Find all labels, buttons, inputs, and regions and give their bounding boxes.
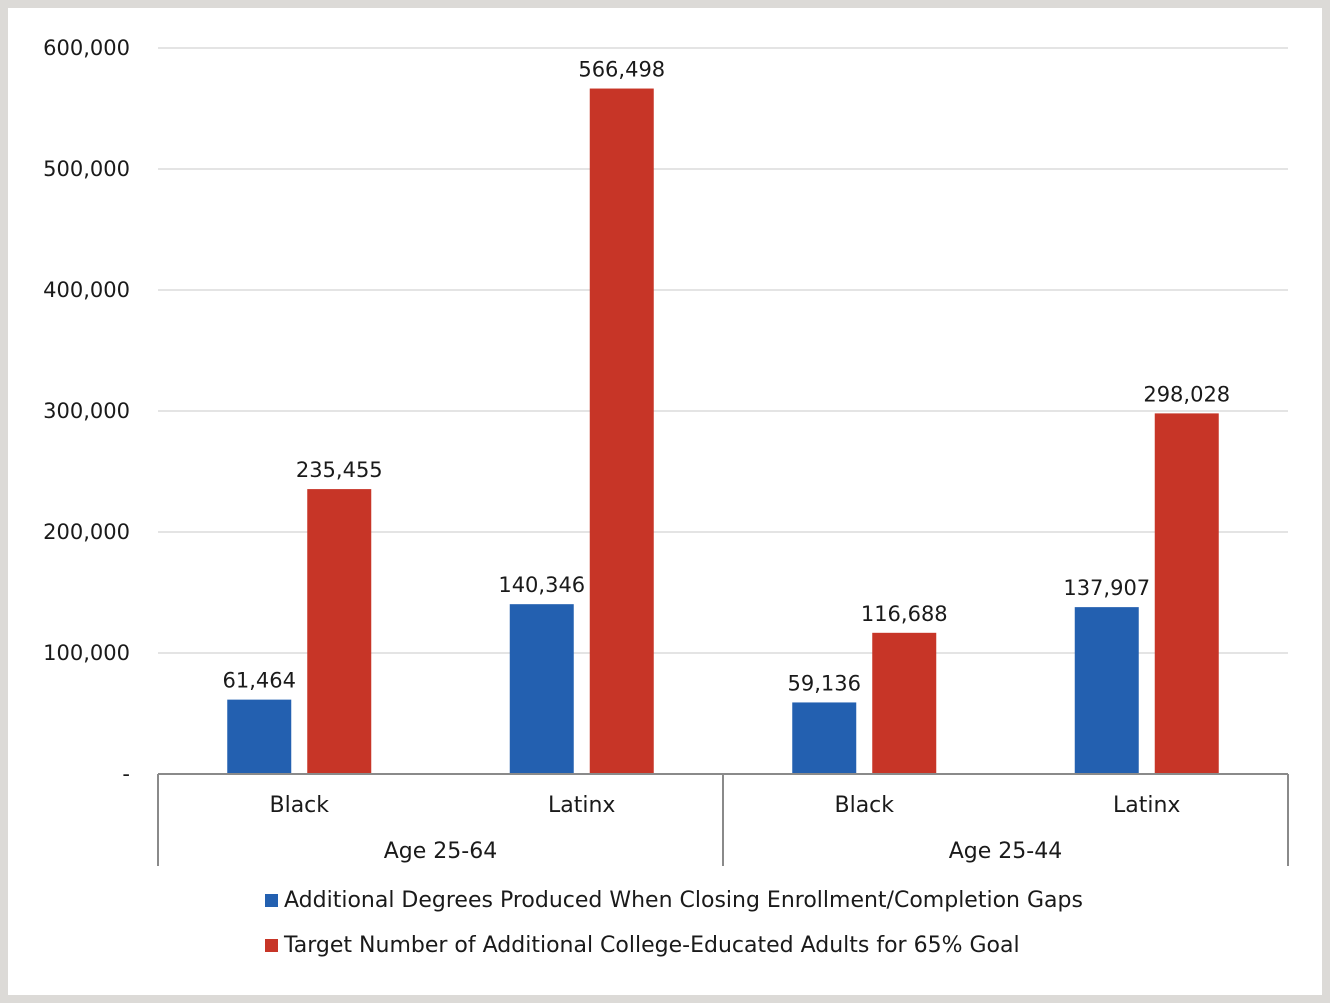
bar-additional-degrees — [1074, 607, 1139, 774]
legend-label-target-number: Target Number of Additional College-Educ… — [284, 933, 1020, 958]
y-tick-label: 200,000 — [43, 520, 130, 544]
legend-item-additional-degrees: Additional Degrees Produced When Closing… — [265, 888, 1083, 913]
y-tick-label: - — [122, 762, 130, 786]
bar-additional-degrees — [509, 604, 574, 774]
y-tick-label: 300,000 — [43, 399, 130, 423]
y-tick-label: 100,000 — [43, 641, 130, 665]
y-tick-label: 500,000 — [43, 157, 130, 181]
chart-frame: - 100,000 200,000 300,000 400,000 500,000 600,… — [8, 8, 1322, 995]
bar-target-number — [1154, 413, 1219, 774]
legend-item-target-number: Target Number of Additional College-Educ… — [265, 933, 1020, 958]
data-label: 140,346 — [498, 573, 585, 597]
x-category-label: Latinx — [1113, 793, 1180, 818]
x-group-label: Age 25-64 — [384, 839, 497, 864]
bar-additional-degrees — [227, 699, 292, 774]
bar-target-number — [589, 88, 654, 775]
x-category-label: Black — [269, 793, 329, 818]
bar-chart: - 100,000 200,000 300,000 400,000 500,000 600,… — [43, 36, 1289, 866]
legend-swatch-red — [265, 939, 278, 952]
legend-label-additional-degrees: Additional Degrees Produced When Closing… — [284, 888, 1083, 913]
bar-target-number — [872, 632, 937, 774]
data-label: 116,688 — [861, 602, 948, 626]
data-label: 298,028 — [1143, 382, 1230, 406]
legend-swatch-blue — [265, 894, 278, 907]
data-label: 59,136 — [788, 671, 861, 695]
data-label: 61,464 — [223, 669, 296, 693]
x-group-label: Age 25-44 — [949, 839, 1062, 864]
x-category-label: Latinx — [548, 793, 615, 818]
y-tick-label: 400,000 — [43, 278, 130, 302]
y-tick-label: 600,000 — [43, 36, 130, 60]
bar-target-number — [307, 489, 372, 774]
bar-additional-degrees — [792, 702, 857, 774]
data-label: 137,907 — [1063, 576, 1150, 600]
data-label: 235,455 — [296, 458, 383, 482]
x-category-label: Black — [834, 793, 894, 818]
data-label: 566,498 — [578, 58, 665, 82]
